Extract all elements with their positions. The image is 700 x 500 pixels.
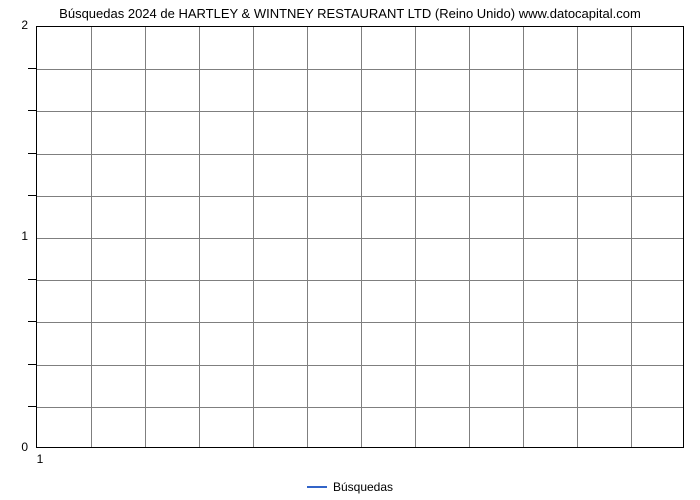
- grid-horizontal: [37, 196, 683, 197]
- grid-horizontal: [37, 154, 683, 155]
- grid-vertical: [361, 27, 362, 447]
- legend: Búsquedas: [0, 480, 700, 494]
- grid-horizontal: [37, 280, 683, 281]
- grid-vertical: [523, 27, 524, 447]
- y-minor-tick: [28, 321, 36, 322]
- grid-vertical: [631, 27, 632, 447]
- y-minor-tick: [28, 279, 36, 280]
- grid-vertical: [91, 27, 92, 447]
- grid-horizontal: [37, 69, 683, 70]
- y-minor-tick: [28, 68, 36, 69]
- x-tick-label: 1: [37, 452, 44, 466]
- y-minor-tick: [28, 195, 36, 196]
- legend-swatch: [307, 486, 327, 488]
- legend-label: Búsquedas: [333, 480, 393, 494]
- grid-vertical: [577, 27, 578, 447]
- y-tick-label: 0: [0, 440, 28, 454]
- grid-vertical: [415, 27, 416, 447]
- y-tick-label: 1: [0, 229, 28, 243]
- grid-vertical: [145, 27, 146, 447]
- grid-horizontal: [37, 365, 683, 366]
- grid-horizontal: [37, 322, 683, 323]
- y-tick-label: 2: [0, 18, 28, 32]
- grid-vertical: [199, 27, 200, 447]
- grid-horizontal: [37, 407, 683, 408]
- plot-area: [36, 26, 684, 448]
- y-minor-tick: [28, 364, 36, 365]
- y-minor-tick: [28, 153, 36, 154]
- grid-vertical: [307, 27, 308, 447]
- y-minor-tick: [28, 110, 36, 111]
- y-minor-tick: [28, 406, 36, 407]
- grid-vertical: [469, 27, 470, 447]
- grid-vertical: [253, 27, 254, 447]
- chart-title: Búsquedas 2024 de HARTLEY & WINTNEY REST…: [0, 6, 700, 21]
- grid-horizontal: [37, 111, 683, 112]
- grid-horizontal: [37, 238, 683, 239]
